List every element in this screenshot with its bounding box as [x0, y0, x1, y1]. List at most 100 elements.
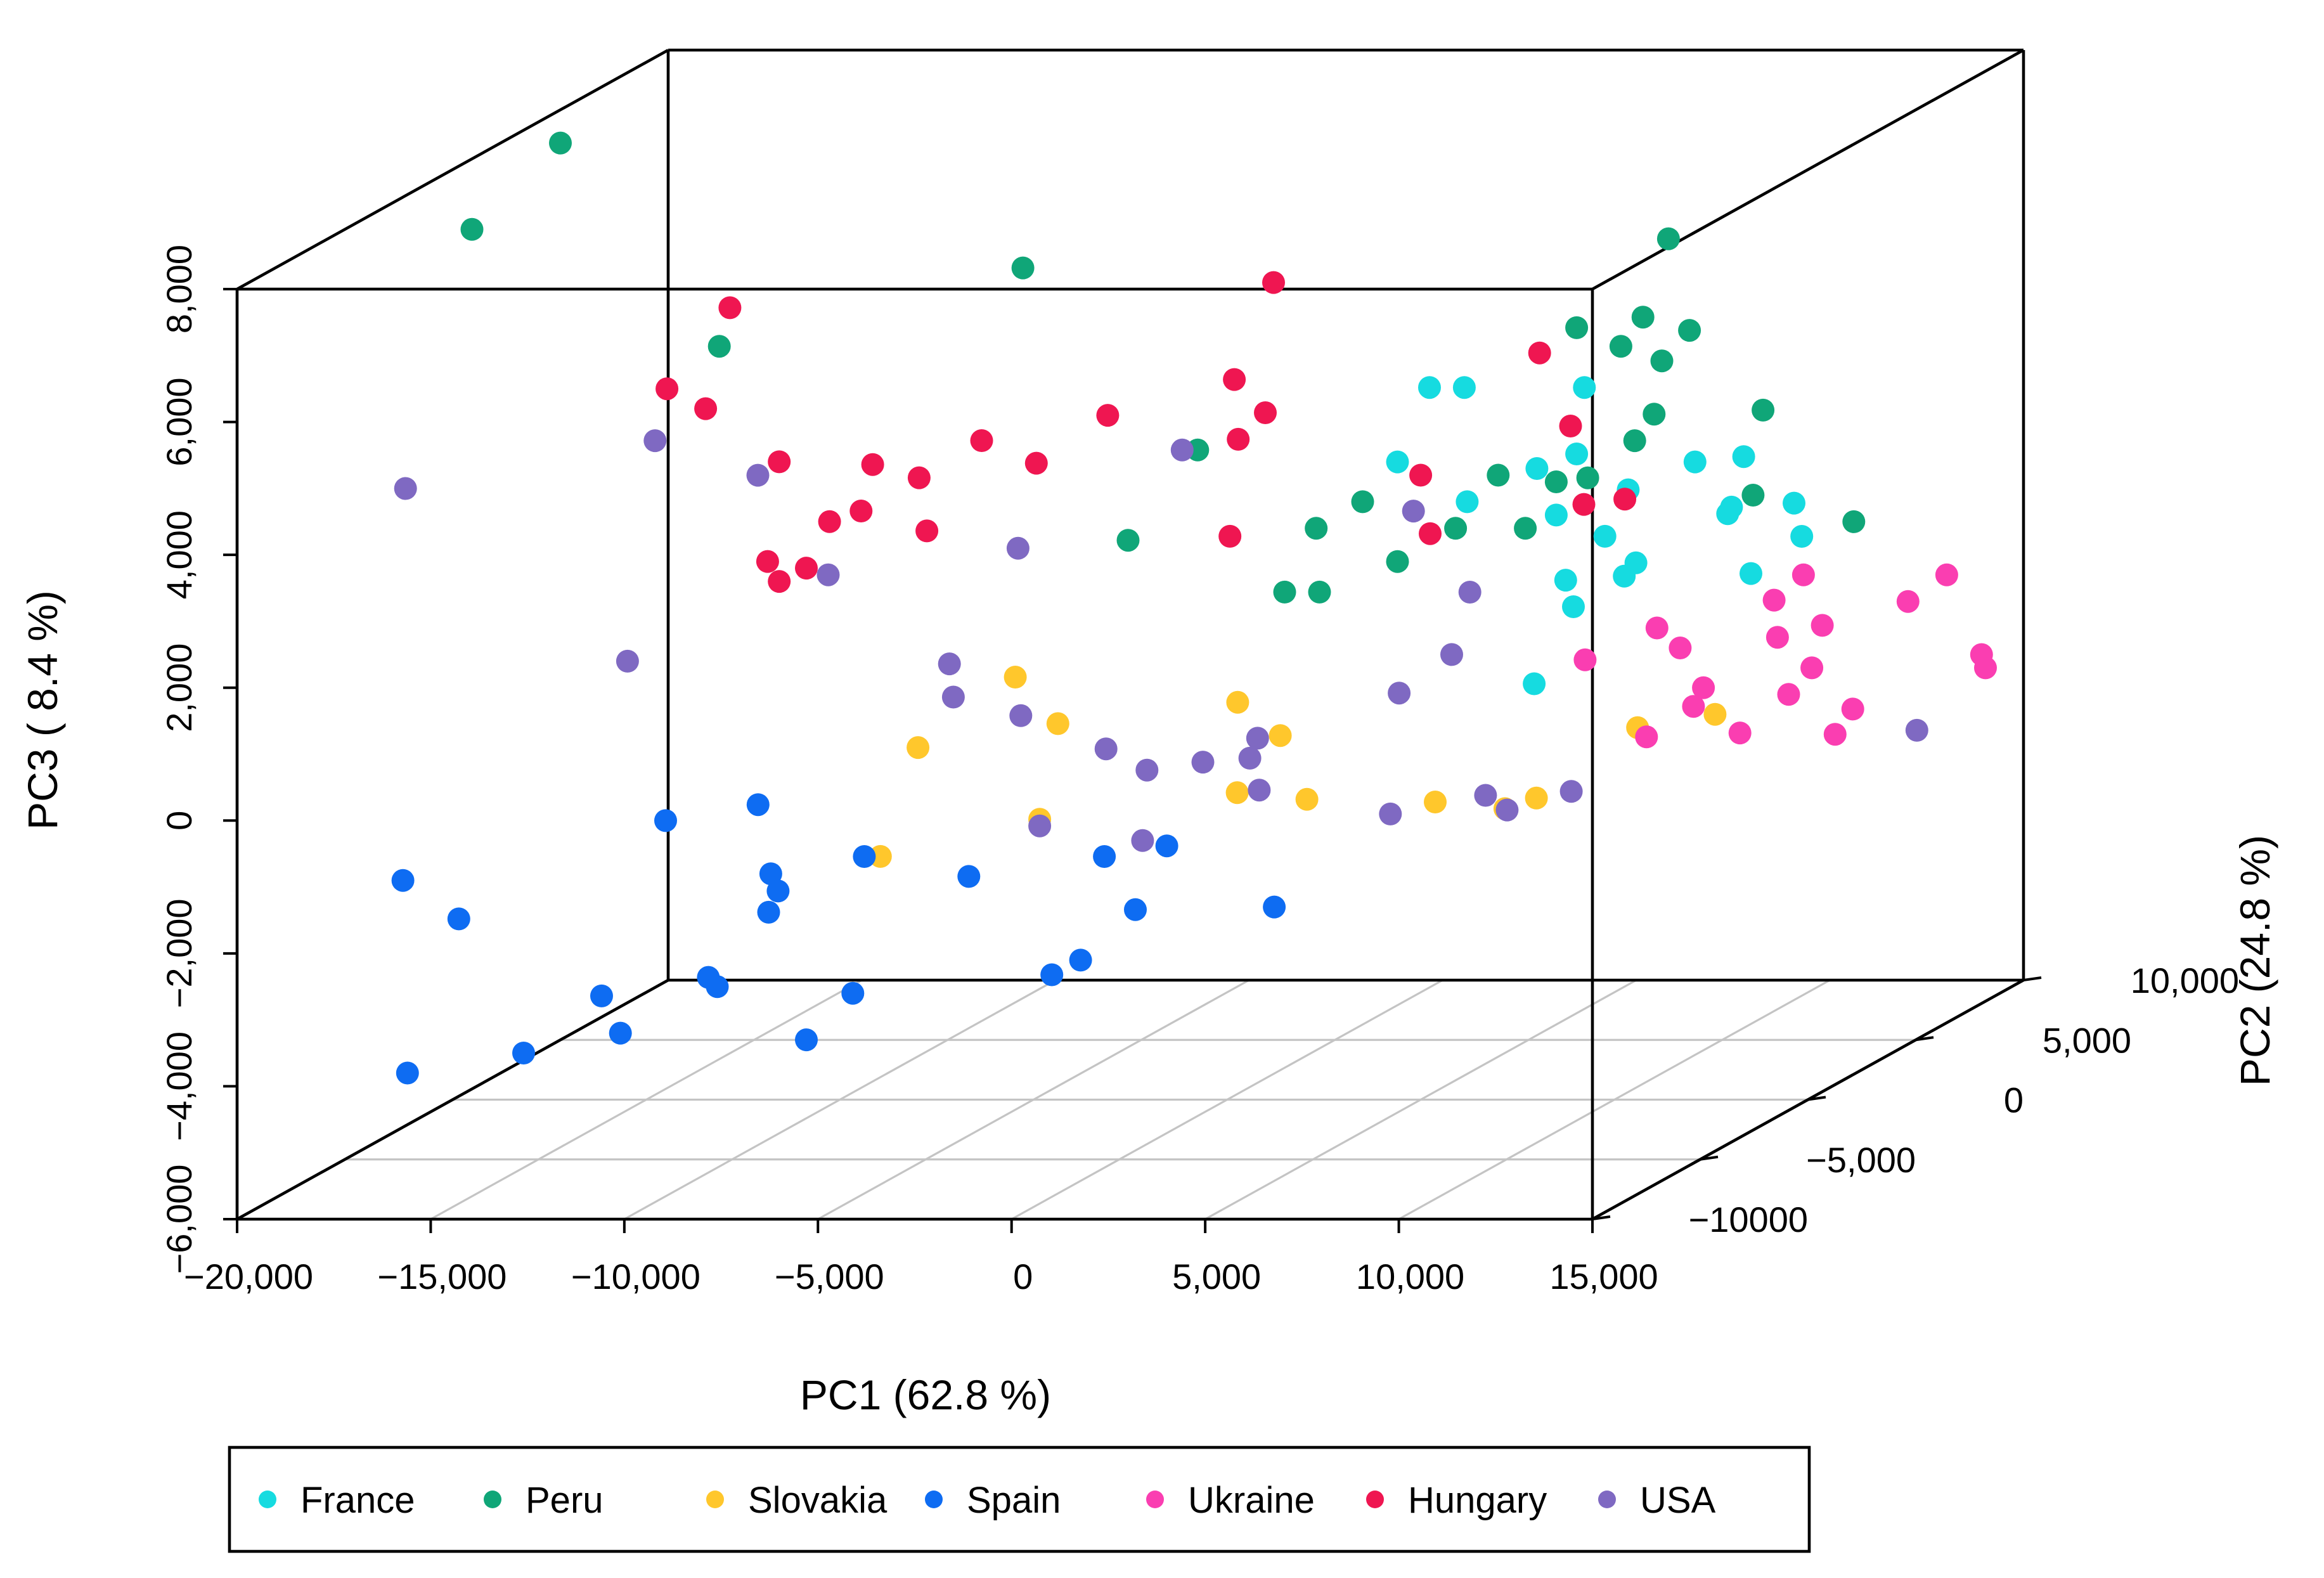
data-point-slovakia — [868, 844, 892, 868]
x-tick-label: 5,000 — [1172, 1257, 1261, 1297]
data-point-hungary — [795, 557, 818, 580]
data-point-france — [1783, 491, 1805, 515]
data-point-hungary — [768, 450, 791, 474]
x-tick-label: −15,000 — [377, 1257, 507, 1297]
data-point-peru — [1308, 580, 1331, 604]
data-point-france — [1732, 445, 1755, 469]
data-point-spain — [1093, 845, 1116, 868]
data-point-france — [1740, 562, 1762, 585]
box-edge — [236, 978, 669, 1221]
z-tick-label: 0 — [159, 811, 199, 831]
series-peru — [460, 131, 1866, 604]
data-point-hungary — [1572, 493, 1596, 516]
x-tick-label: −5,000 — [775, 1257, 884, 1297]
data-point-peru — [1609, 335, 1632, 358]
data-point-usa — [1191, 751, 1215, 774]
data-point-hungary — [1096, 404, 1120, 427]
data-point-hungary — [1254, 401, 1277, 424]
x-tick-label: 0 — [1013, 1257, 1033, 1297]
y-tick-label: −5,000 — [1806, 1140, 1916, 1180]
data-point-france — [1452, 376, 1476, 399]
data-point-peru — [1273, 580, 1296, 604]
data-point-peru — [1656, 227, 1680, 250]
legend-label-slovakia: Slovakia — [748, 1480, 888, 1521]
legend-label-peru: Peru — [526, 1480, 604, 1521]
z-tick-label: 8,000 — [159, 245, 199, 333]
data-point-spain — [391, 869, 415, 892]
z-axis-title: PC3 ( 8.4 %) — [19, 590, 66, 830]
x-tick-label: 10,000 — [1356, 1257, 1464, 1297]
data-point-hungary — [970, 429, 993, 452]
data-point-spain — [706, 975, 729, 999]
data-point-france — [1386, 450, 1409, 474]
data-point-usa — [394, 477, 417, 500]
data-point-usa — [1559, 780, 1583, 803]
data-point-ukraine — [1935, 563, 1958, 586]
series-france — [1386, 376, 1814, 695]
data-point-usa — [1238, 746, 1262, 770]
data-point-hungary — [1024, 451, 1048, 475]
data-point-spain — [757, 900, 780, 924]
legend-label-france: France — [300, 1480, 415, 1521]
box-edge — [1591, 48, 2025, 291]
data-point-ukraine — [1766, 626, 1789, 649]
data-point-spain — [1040, 963, 1064, 986]
data-point-hungary — [1613, 488, 1637, 511]
data-point-france — [1790, 525, 1814, 548]
legend-label-ukraine: Ukraine — [1188, 1480, 1315, 1521]
data-point-usa — [1440, 643, 1463, 666]
data-point-usa — [941, 685, 965, 709]
data-point-spain — [654, 809, 677, 832]
y-tick-label: 0 — [2004, 1080, 2024, 1120]
data-point-spain — [841, 981, 865, 1005]
data-point-peru — [1842, 510, 1866, 533]
data-point-france — [1554, 569, 1577, 592]
data-point-spain — [590, 984, 613, 1007]
data-point-ukraine — [1682, 695, 1705, 718]
axis-ticks: −20,000 −15,000 −10,000 −5,000 0 5,000 10,000 1… — [159, 245, 2239, 1297]
data-point-spain — [1155, 834, 1178, 858]
data-point-peru — [707, 335, 731, 358]
data-point-ukraine — [1811, 614, 1834, 637]
data-point-spain — [795, 1028, 818, 1052]
data-point-peru — [1752, 398, 1775, 422]
data-point-hungary — [1419, 522, 1442, 545]
data-point-france — [1624, 551, 1648, 574]
data-point-usa — [1402, 500, 1425, 523]
data-point-usa — [1170, 438, 1194, 462]
data-point-usa — [1246, 727, 1269, 750]
data-point-peru — [460, 217, 484, 241]
data-point-ukraine — [1823, 723, 1847, 746]
z-tick-label: 2,000 — [159, 643, 199, 732]
data-point-peru — [549, 131, 572, 155]
data-point-peru — [1576, 466, 1599, 489]
data-point-usa — [1474, 784, 1497, 807]
legend: France Peru Slovakia Spain Ukraine Hungary USA — [228, 1445, 1811, 1553]
series-slovakia — [868, 666, 1727, 868]
data-point-peru — [1011, 256, 1035, 280]
y-tick-mark — [1700, 1155, 1719, 1161]
data-point-spain — [957, 865, 981, 888]
data-point-ukraine — [1791, 563, 1815, 586]
data-point-peru — [1741, 484, 1765, 507]
data-point-slovakia — [1424, 791, 1447, 813]
data-point-peru — [1678, 319, 1701, 342]
data-point-usa — [1379, 802, 1402, 825]
data-point-peru — [1386, 550, 1409, 573]
legend-marker-slovakia — [706, 1491, 724, 1508]
data-point-ukraine — [1777, 683, 1800, 706]
data-point-hungary — [756, 550, 779, 573]
data-point-peru — [1631, 306, 1655, 329]
data-point-usa — [1495, 798, 1519, 822]
x-tick-label: −10,000 — [571, 1257, 700, 1297]
data-point-france — [1418, 376, 1441, 399]
legend-label-spain: Spain — [967, 1480, 1061, 1521]
data-point-peru — [1643, 403, 1666, 426]
data-point-hungary — [1559, 415, 1582, 437]
data-point-usa — [1131, 829, 1154, 852]
data-point-hungary — [849, 500, 873, 522]
data-point-ukraine — [1800, 656, 1824, 680]
data-point-spain — [853, 845, 876, 868]
series-hungary — [655, 271, 1637, 593]
data-point-usa — [1009, 704, 1033, 727]
